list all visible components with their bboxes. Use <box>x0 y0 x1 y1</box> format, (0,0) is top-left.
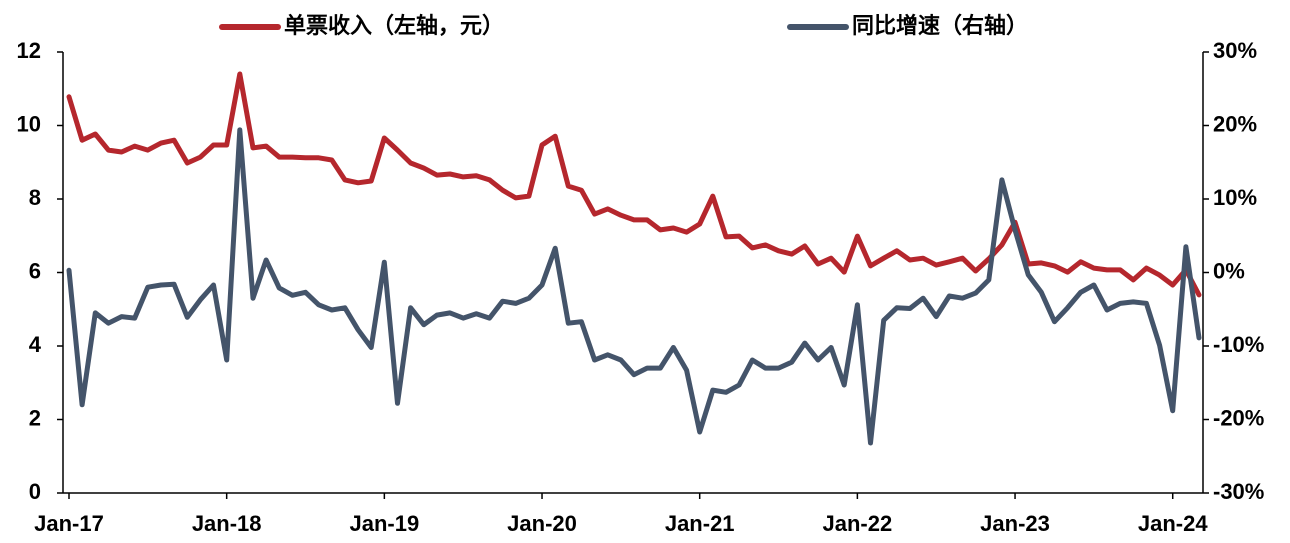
x-tick-label: Jan-18 <box>192 511 262 536</box>
legend-label: 单票收入（左轴，元） <box>284 13 504 38</box>
x-tick-label: Jan-22 <box>823 511 893 536</box>
x-tick-label: Jan-21 <box>665 511 735 536</box>
legend-label: 同比增速（右轴） <box>852 13 1028 38</box>
y2-tick-label: 10% <box>1213 185 1257 210</box>
y-tick-label: 0 <box>29 479 41 504</box>
x-tick-label: Jan-17 <box>34 511 104 536</box>
y-tick-label: 4 <box>29 332 42 357</box>
x-tick-label: Jan-19 <box>349 511 419 536</box>
y2-tick-label: -30% <box>1213 479 1264 504</box>
y-tick-label: 2 <box>29 405 41 430</box>
x-tick-label: Jan-24 <box>1138 511 1208 536</box>
y-tick-label: 8 <box>29 185 41 210</box>
y2-tick-label: -20% <box>1213 405 1264 430</box>
y2-tick-label: 0% <box>1213 258 1245 283</box>
y2-tick-label: -10% <box>1213 332 1264 357</box>
y2-tick-label: 20% <box>1213 111 1257 136</box>
series-line <box>66 71 1202 298</box>
y-tick-label: 6 <box>29 258 41 283</box>
y-tick-label: 12 <box>17 38 41 63</box>
y2-tick-label: 30% <box>1213 38 1257 63</box>
series-line <box>66 127 1202 446</box>
x-tick-label: Jan-20 <box>507 511 577 536</box>
y-tick-label: 10 <box>17 111 41 136</box>
x-tick-label: Jan-23 <box>980 511 1050 536</box>
